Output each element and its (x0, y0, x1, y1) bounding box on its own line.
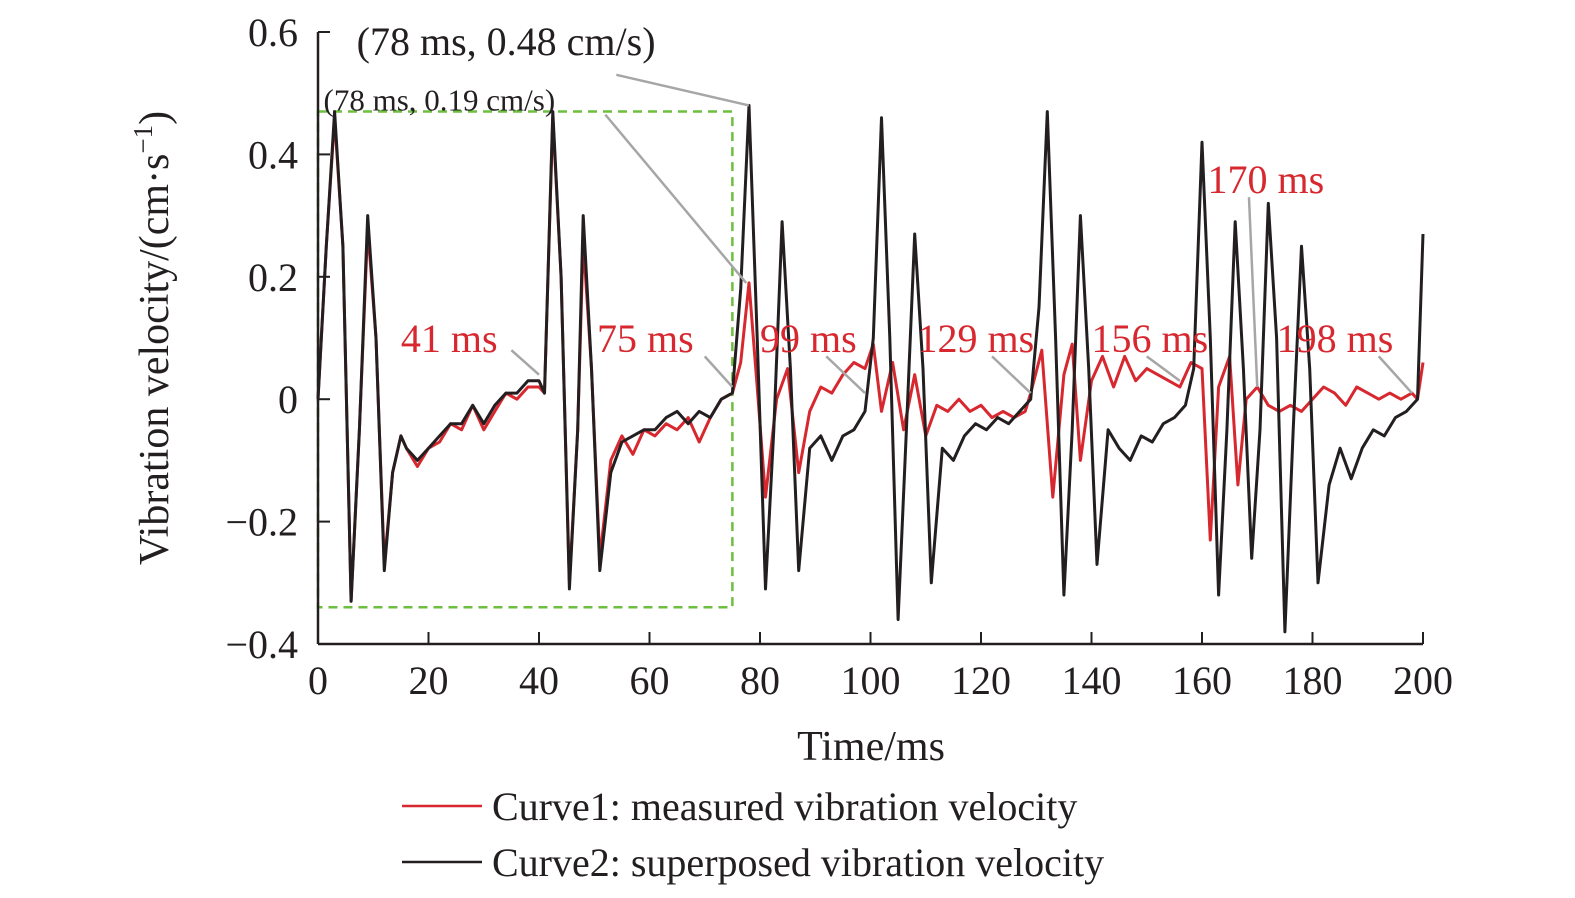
annotation-leader-line (616, 73, 750, 107)
highlight-box-layer (316, 110, 734, 609)
x-tick-label: 80 (740, 658, 780, 703)
x-tick-label: 120 (951, 658, 1011, 703)
y-axis-title-close: ) (132, 111, 178, 125)
y-tick-label: −0.2 (225, 500, 298, 545)
series-line-curve1 (316, 116, 1425, 603)
x-tick-label: 0 (308, 658, 328, 703)
x-tick-label: 160 (1172, 658, 1232, 703)
x-tick-label: 200 (1393, 658, 1453, 703)
legend-label-curve1: Curve1: measured vibration velocity (492, 784, 1077, 829)
annotation-label: (78 ms, 0.48 cm/s) (357, 19, 656, 64)
y-tick-label: −0.4 (225, 622, 298, 667)
annotation-leader-line (703, 355, 734, 388)
y-tick-label: 0 (278, 377, 298, 422)
y-axis-title-superscript: −1 (128, 125, 158, 154)
annotation-label: 41 ms (401, 316, 498, 361)
annotation-label: (78 ms, 0.19 cm/s) (324, 82, 556, 117)
x-tick-label: 100 (841, 658, 901, 703)
annotation-label: 198 ms (1277, 316, 1394, 361)
highlight-box (316, 110, 734, 609)
annotation-label: 156 ms (1092, 316, 1209, 361)
annotation-label: 75 ms (597, 316, 694, 361)
y-tick-label: 0.2 (248, 255, 298, 300)
annotation-label: 170 ms (1208, 157, 1325, 202)
legend: Curve1: measured vibration velocity Curv… (402, 784, 1104, 885)
legend-label-curve2: Curve2: superposed vibration velocity (492, 840, 1104, 885)
annotation-leader-line (825, 355, 866, 394)
annotation-leader-line (604, 113, 748, 284)
axes: 0 20 40 60 80 100 120 140 160 180 200 −0.4 −0.2 0 0.2 0… (225, 10, 1453, 703)
x-tick-label: 60 (630, 658, 670, 703)
annotation-leader-line (1146, 355, 1181, 382)
x-tick-label: 20 (409, 658, 449, 703)
x-tick-label: 180 (1283, 658, 1343, 703)
annotation-layer: (78 ms, 0.48 cm/s) (78 ms, 0.19 cm/s) 41 m… (324, 19, 1413, 394)
y-axis-title: Vibration velocity/(cm·s−1) (128, 111, 178, 565)
y-tick-label: 0.4 (248, 132, 298, 177)
annotation-label: 129 ms (917, 316, 1034, 361)
annotation-label: 99 ms (760, 316, 857, 361)
x-axis-title: Time/ms (797, 724, 945, 770)
x-tick-label: 140 (1062, 658, 1122, 703)
series-line-curve2 (316, 103, 1425, 634)
x-tick-label: 40 (519, 658, 559, 703)
y-tick-label: 0.6 (248, 10, 298, 55)
annotation-leader-line (991, 355, 1032, 394)
annotation-leader-line (510, 349, 540, 376)
y-axis-title-main: Vibration velocity/(cm·s (132, 154, 178, 566)
series-layer (316, 103, 1425, 634)
annotation-leader-line (1247, 197, 1259, 388)
annotation-leader-line (1377, 355, 1413, 394)
